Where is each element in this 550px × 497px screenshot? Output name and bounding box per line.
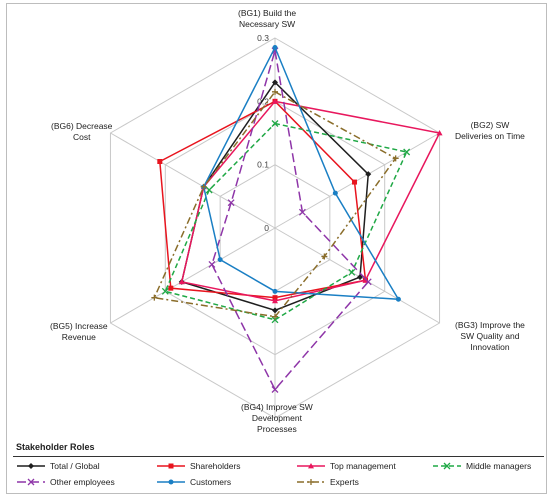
data-point-other-employees [227, 199, 235, 207]
data-point-customers [272, 288, 278, 294]
axis-spoke [110, 227, 276, 324]
data-point-middle-managers [205, 186, 213, 194]
axis-label-bg6: (BG6) Decrease Cost [51, 121, 113, 142]
data-point-shareholders [168, 285, 174, 291]
data-point-experts [151, 294, 158, 301]
tick-label: 0.2 [257, 96, 269, 106]
data-point-middle-managers [161, 287, 169, 295]
data-point-middle-managers [403, 148, 411, 156]
series-shareholders [157, 98, 368, 301]
axis-spoke [274, 227, 440, 324]
tick-label: 0.3 [257, 33, 269, 43]
data-point-other-employees [271, 386, 279, 393]
legend-swatch-shareholders [157, 463, 185, 469]
legend-item-shareholders: Shareholders [156, 460, 241, 472]
data-point-middle-managers [271, 316, 279, 324]
series-experts [151, 88, 399, 320]
legend-item-other-employees: Other employees [16, 476, 115, 488]
legend-swatch-total-global [17, 463, 45, 469]
axis-label-bg4: (BG4) Improve SW Development Processes [241, 402, 313, 434]
data-point-other-employees [208, 260, 216, 268]
legend-item-experts: Experts [296, 476, 359, 488]
data-point-customers [217, 257, 223, 263]
data-point-top-management [272, 98, 278, 104]
data-point-middle-managers [271, 120, 279, 127]
data-point-shareholders [272, 295, 278, 301]
axis-spoke [110, 132, 276, 229]
data-point-experts [272, 313, 278, 320]
legend-item-middle-managers: Middle managers [432, 460, 531, 472]
axis-label-bg2: (BG2) SW Deliveries on Time [455, 120, 525, 141]
legend-label: Experts [330, 477, 359, 487]
legend-item-top-management: Top management [296, 460, 396, 472]
legend-swatch-other-employees [17, 478, 45, 486]
data-point-customers [395, 296, 401, 302]
data-point-customers [332, 190, 338, 196]
data-point-other-employees [364, 278, 372, 286]
legend-label: Top management [330, 461, 396, 471]
data-point-experts [200, 183, 207, 190]
data-point-top-management [178, 278, 185, 285]
data-point-experts [321, 253, 328, 260]
legend-swatch-customers [157, 479, 185, 485]
series-middle-managers [161, 120, 411, 324]
legend-swatch-top-management [297, 463, 325, 469]
data-point-other-employees [298, 208, 306, 216]
data-point-experts [272, 88, 278, 95]
series-customers [201, 45, 401, 302]
data-point-top-management [272, 297, 278, 304]
data-point-customers [272, 45, 278, 50]
data-point-total-global [365, 171, 372, 178]
legend-title: Stakeholder Roles [16, 442, 95, 452]
data-point-shareholders [352, 179, 358, 185]
axis-label-bg3: (BG3) Improve the SW Quality and Innovat… [455, 320, 525, 352]
legend-label: Shareholders [190, 461, 241, 471]
data-point-shareholders [157, 159, 163, 164]
legend-label: Customers [190, 477, 232, 487]
legend-item-total-global: Total / Global [16, 460, 100, 472]
legend-label: Total / Global [50, 461, 100, 471]
axis-label-bg1: (BG1) Build the Necessary SW [238, 8, 297, 29]
axis-label-bg5: (BG5) Increase Revenue [50, 321, 108, 342]
chart-frame [6, 3, 547, 494]
legend-item-customers: Customers [156, 476, 231, 488]
data-point-experts [392, 155, 399, 162]
series-line-other-employees [211, 50, 370, 391]
legend-label: Middle managers [466, 461, 532, 471]
data-point-top-management [436, 130, 443, 136]
data-point-total-global [272, 79, 278, 86]
legend-divider [13, 456, 544, 457]
tick-label: 0.1 [257, 160, 269, 170]
legend-label: Other employees [50, 477, 115, 487]
series-line-shareholders [159, 100, 367, 299]
data-point-middle-managers [348, 268, 356, 276]
tick-label: 0 [264, 223, 269, 233]
data-point-total-global [272, 307, 278, 314]
legend-swatch-middle-managers [433, 462, 461, 470]
legend-swatch-experts [297, 479, 325, 485]
